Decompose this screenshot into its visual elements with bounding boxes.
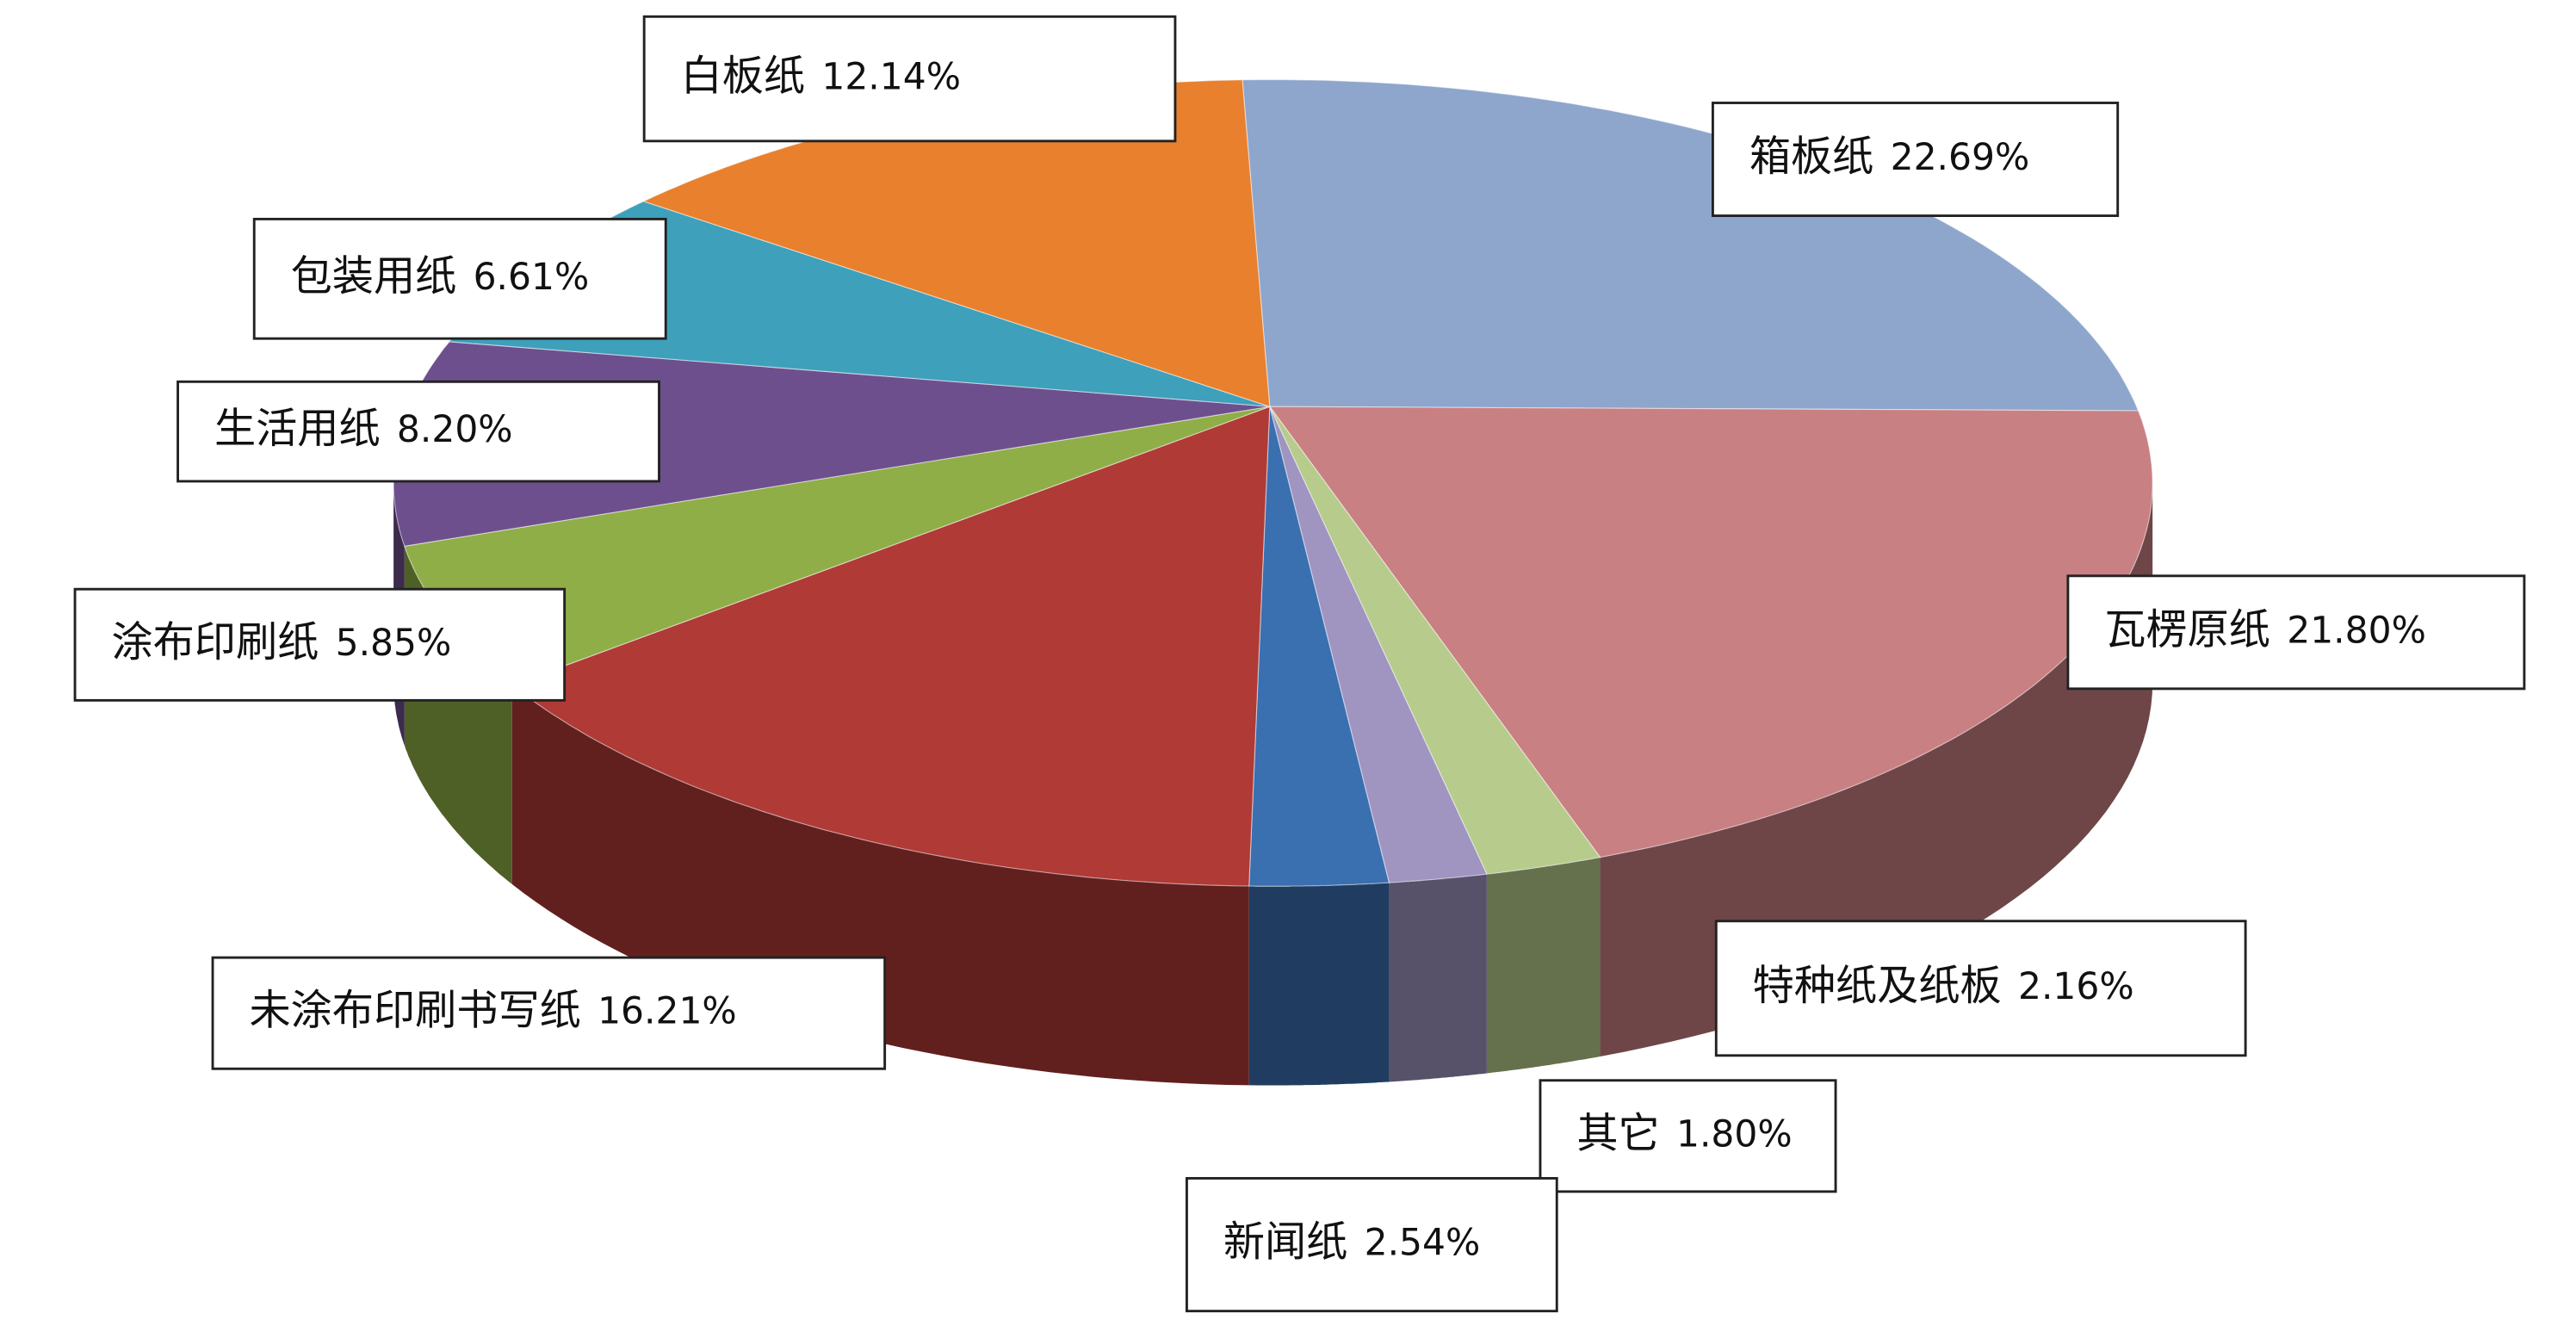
label-box <box>642 15 1177 143</box>
category-label: 特种纸及纸板 <box>1753 962 2002 1010</box>
data-label: 包装用纸 6.61% <box>252 217 667 340</box>
category-label: 未涂布印刷书写纸 <box>249 987 580 1035</box>
label-box <box>176 380 660 483</box>
label-box <box>2066 574 2526 691</box>
slice-side <box>1248 883 1390 1086</box>
category-label: 新闻纸 <box>1223 1218 1348 1267</box>
label-text: 新闻纸 2.54% <box>1223 1218 1480 1267</box>
category-label: 涂布印刷纸 <box>111 618 319 666</box>
label-text: 箱板纸 22.69% <box>1749 133 2029 181</box>
label-text: 瓦楞原纸 21.80% <box>2104 605 2426 654</box>
slice-side <box>1600 482 2153 1056</box>
slice <box>1269 406 1488 883</box>
label-box <box>73 587 567 702</box>
label-box <box>1185 1177 1558 1313</box>
value-label: 8.20% <box>397 408 513 450</box>
value-label: 12.14% <box>821 55 961 97</box>
data-label: 涂布印刷纸 5.85% <box>73 587 567 702</box>
value-label: 22.69% <box>1891 136 2030 178</box>
label-box <box>211 956 887 1070</box>
data-label: 白板纸 12.14% <box>642 15 1177 143</box>
slice-side <box>1486 857 1601 1074</box>
slice <box>511 406 1271 887</box>
label-text: 未涂布印刷书写纸 16.21% <box>249 987 736 1035</box>
label-box <box>1714 920 2247 1057</box>
label-box <box>1539 1079 1837 1193</box>
label-text: 包装用纸 6.61% <box>291 252 590 301</box>
category-label: 箱板纸 <box>1749 133 1874 181</box>
value-label: 1.80% <box>1676 1112 1793 1155</box>
value-label: 5.85% <box>336 621 452 663</box>
category-label: 包装用纸 <box>291 252 457 301</box>
slice-side <box>1389 874 1487 1082</box>
value-label: 6.61% <box>474 255 590 297</box>
data-label: 特种纸及纸板 2.16% <box>1714 920 2247 1057</box>
category-label: 其它 <box>1576 1109 1659 1157</box>
label-text: 白板纸 12.14% <box>681 53 961 101</box>
label-text: 涂布印刷纸 5.85% <box>111 618 451 666</box>
category-label: 生活用纸 <box>214 405 381 453</box>
data-label: 生活用纸 8.20% <box>176 380 660 483</box>
value-label: 2.16% <box>2018 964 2134 1007</box>
category-label: 瓦楞原纸 <box>2104 605 2270 654</box>
data-label: 箱板纸 22.69% <box>1711 102 2120 218</box>
label-text: 生活用纸 8.20% <box>214 405 513 453</box>
label-box <box>1711 102 2120 218</box>
data-label: 瓦楞原纸 21.80% <box>2066 574 2526 691</box>
slice <box>1269 406 1601 875</box>
label-text: 特种纸及纸板 2.16% <box>1753 962 2134 1010</box>
category-label: 白板纸 <box>681 53 806 101</box>
slice <box>1248 406 1390 887</box>
data-label: 新闻纸 2.54% <box>1185 1177 1558 1313</box>
label-text: 其它 1.80% <box>1576 1109 1792 1157</box>
value-label: 21.80% <box>2287 609 2426 651</box>
value-label: 2.54% <box>1365 1221 1481 1263</box>
label-box <box>252 217 667 340</box>
value-label: 16.21% <box>598 989 737 1032</box>
data-label: 未涂布印刷书写纸 16.21% <box>211 956 887 1070</box>
data-label: 其它 1.80% <box>1539 1079 1837 1193</box>
slice <box>1268 406 2153 858</box>
